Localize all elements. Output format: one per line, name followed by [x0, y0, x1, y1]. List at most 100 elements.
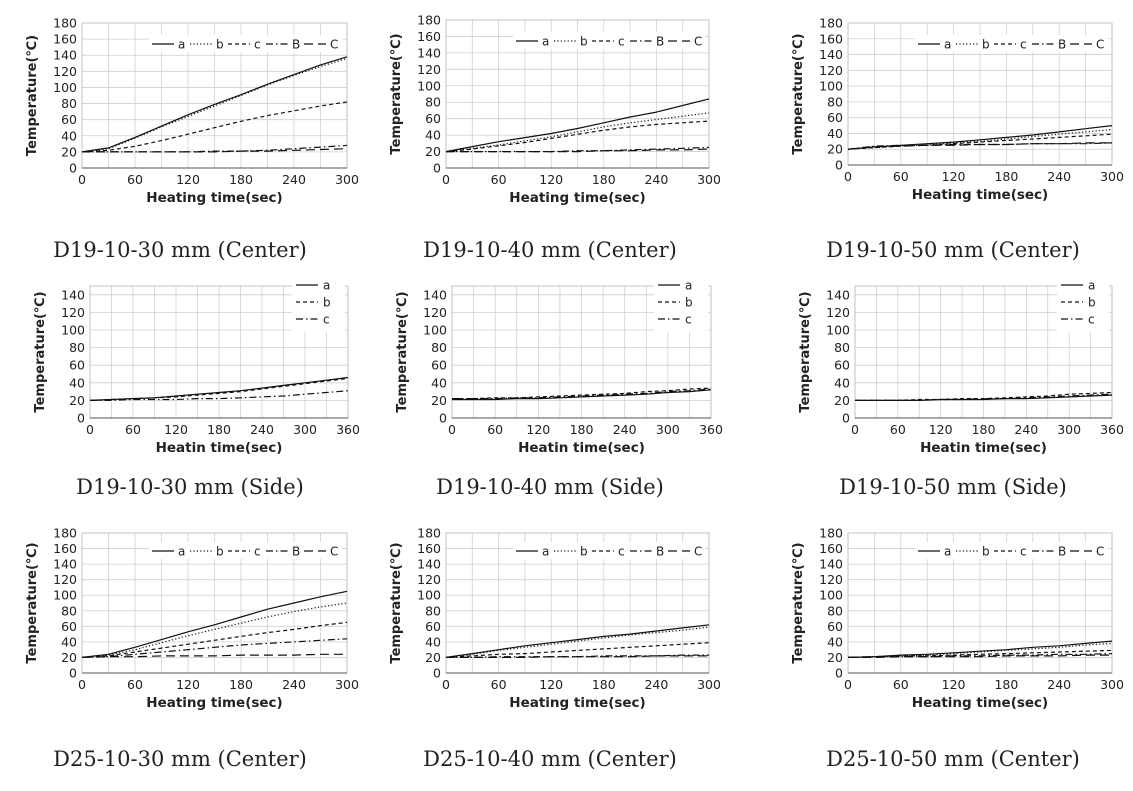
- x-tick-label: 60: [890, 422, 906, 437]
- y-tick-label: 40: [425, 634, 441, 649]
- legend-label: B: [1058, 545, 1066, 559]
- y-tick-label: 180: [819, 16, 843, 31]
- x-tick-label: 180: [592, 677, 616, 692]
- x-tick-label: 60: [125, 422, 141, 437]
- legend-label: c: [254, 545, 261, 559]
- legend-label: B: [292, 545, 300, 559]
- series-line-b: [452, 387, 712, 400]
- y-tick-label: 120: [423, 305, 447, 320]
- y-tick-label: 20: [61, 144, 77, 159]
- x-tick-label: 300: [335, 172, 359, 187]
- y-tick-label: 20: [69, 393, 85, 408]
- x-tick-label: 300: [1057, 422, 1081, 437]
- series-line-b: [81, 57, 348, 153]
- y-axis-label: Temperature(℃): [25, 35, 40, 156]
- y-tick-label: 100: [819, 79, 843, 94]
- caption-d25-50-center: D25-10-50 mm (Center): [826, 747, 1080, 771]
- y-tick-label: 180: [417, 13, 441, 28]
- y-tick-label: 180: [53, 526, 77, 541]
- y-tick-label: 160: [417, 29, 441, 44]
- x-tick-label: 120: [942, 169, 966, 184]
- series-line-a: [81, 56, 348, 153]
- x-tick-label: 60: [893, 677, 909, 692]
- x-tick-label: 180: [994, 169, 1018, 184]
- y-axis-label: Temperature(℃): [798, 291, 813, 412]
- y-tick-label: 20: [827, 650, 843, 665]
- x-tick-label: 180: [207, 422, 231, 437]
- legend-label: C: [330, 545, 338, 559]
- y-axis-label: Temperature(℃): [791, 33, 806, 154]
- x-tick-label: 120: [164, 422, 188, 437]
- y-tick-label: 140: [423, 287, 447, 302]
- legend-label: a: [542, 35, 549, 49]
- series-line-C: [446, 148, 710, 153]
- y-tick-label: 160: [417, 541, 441, 556]
- y-tick-label: 40: [69, 375, 85, 390]
- x-tick-label: 120: [526, 422, 550, 437]
- y-tick-label: 100: [423, 323, 447, 338]
- x-tick-label: 60: [487, 422, 503, 437]
- series-line-C: [81, 653, 347, 658]
- legend-label: c: [685, 313, 692, 327]
- y-tick-label: 40: [827, 634, 843, 649]
- y-axis-label: Temperature(℃): [389, 542, 404, 663]
- legend-label: B: [656, 545, 664, 559]
- legend-label: C: [1096, 38, 1104, 52]
- x-axis-label: Heatin time(sec): [518, 440, 645, 456]
- legend: abc: [1057, 277, 1109, 332]
- y-tick-label: 0: [433, 161, 441, 176]
- y-tick-label: 0: [69, 666, 77, 681]
- legend-box: [292, 277, 345, 332]
- legend-label: a: [944, 545, 951, 559]
- y-tick-label: 80: [425, 95, 441, 110]
- x-tick-label: 0: [442, 172, 450, 187]
- x-axis-label: Heating time(sec): [912, 695, 1048, 711]
- y-tick-label: 20: [827, 142, 843, 157]
- y-tick-label: 80: [827, 94, 843, 109]
- y-tick-label: 80: [61, 96, 77, 111]
- x-tick-label: 240: [282, 677, 306, 692]
- x-tick-label: 60: [893, 169, 909, 184]
- x-tick-label: 0: [78, 172, 86, 187]
- legend-label: C: [694, 545, 702, 559]
- y-tick-label: 60: [834, 358, 850, 373]
- x-tick-label: 240: [1014, 422, 1038, 437]
- y-tick-label: 60: [61, 112, 77, 127]
- x-tick-label: 240: [1047, 169, 1071, 184]
- legend-label: c: [254, 38, 261, 52]
- legend-box: [1057, 277, 1109, 332]
- x-tick-label: 0: [448, 422, 456, 437]
- y-tick-label: 160: [53, 541, 77, 556]
- x-tick-label: 0: [78, 677, 86, 692]
- legend-label: B: [1058, 38, 1066, 52]
- y-tick-label: 100: [417, 588, 441, 603]
- x-tick-label: 180: [592, 172, 616, 187]
- y-tick-label: 180: [819, 526, 843, 541]
- y-tick-label: 80: [834, 340, 850, 355]
- y-tick-label: 40: [61, 128, 77, 143]
- x-tick-label: 300: [697, 172, 721, 187]
- x-tick-label: 180: [229, 677, 253, 692]
- x-tick-label: 300: [1100, 677, 1124, 692]
- y-tick-label: 140: [61, 287, 85, 302]
- y-tick-label: 120: [53, 64, 77, 79]
- x-tick-label: 0: [86, 422, 94, 437]
- legend-label: a: [178, 545, 185, 559]
- caption-d19-30-side: D19-10-30 mm (Side): [76, 475, 304, 499]
- y-tick-label: 60: [69, 358, 85, 373]
- y-tick-label: 60: [827, 619, 843, 634]
- x-tick-label: 0: [844, 169, 852, 184]
- x-tick-label: 300: [697, 677, 721, 692]
- y-tick-label: 40: [425, 128, 441, 143]
- series-line-c: [81, 101, 348, 153]
- series-line-c: [445, 120, 710, 153]
